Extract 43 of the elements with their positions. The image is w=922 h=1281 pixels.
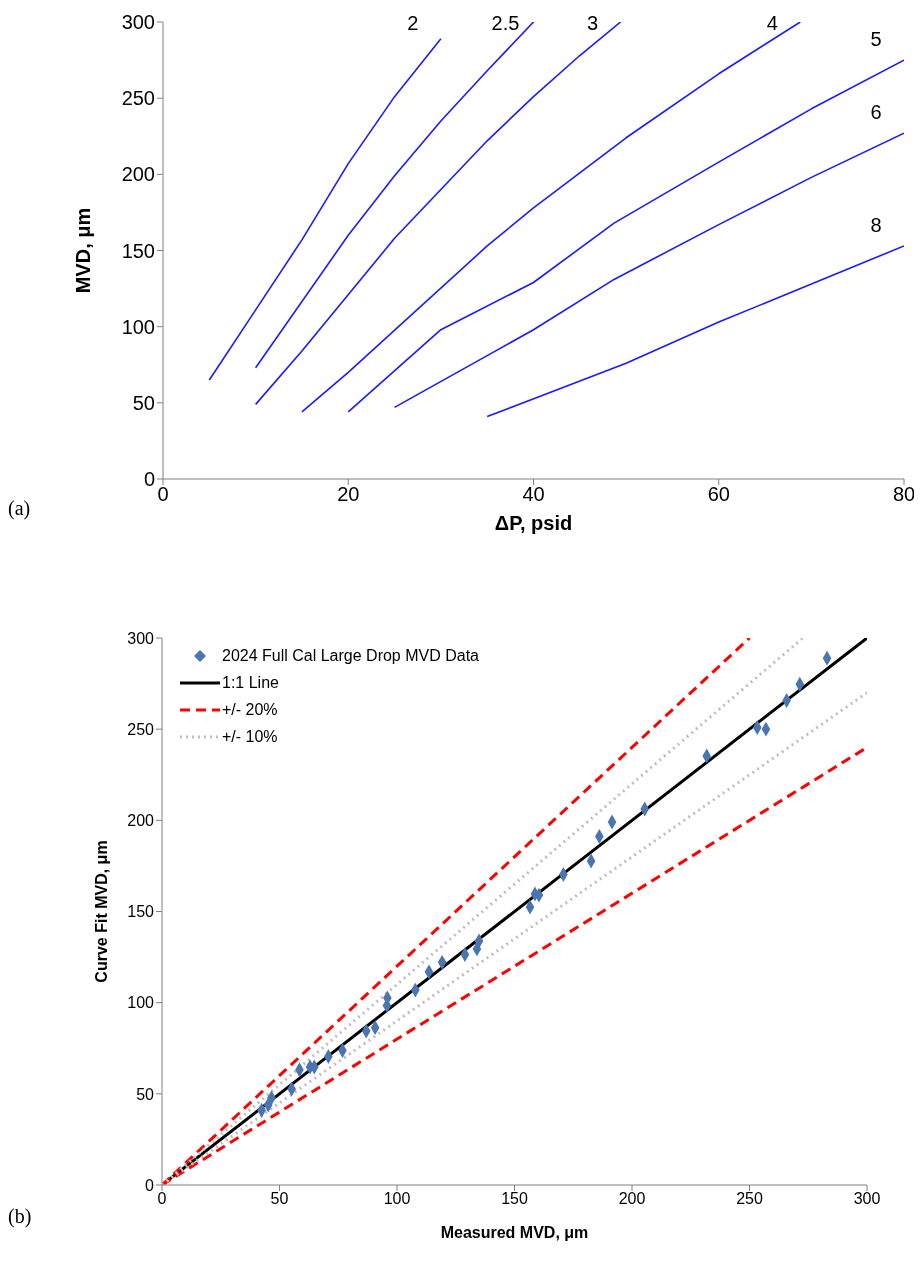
- y-axis-title: MVD, μm: [72, 207, 95, 294]
- x-axis-title: ΔP, psid: [494, 512, 573, 534]
- x-tick-label: 150: [501, 1190, 528, 1208]
- series-label: 2.5: [491, 12, 520, 34]
- y-tick-label: 250: [121, 87, 155, 110]
- x-tick-label: 0: [157, 483, 169, 506]
- x-tick-label: 250: [736, 1190, 763, 1208]
- y-axis-title: Curve Fit MVD, μm: [92, 840, 110, 983]
- series-label: 2: [407, 12, 419, 34]
- x-tick-label: 200: [618, 1190, 646, 1208]
- series-label: 4: [766, 12, 778, 34]
- x-tick-label: 300: [853, 1190, 881, 1208]
- y-tick-label: 150: [127, 903, 155, 921]
- y-tick-label: 0: [145, 1176, 155, 1194]
- x-tick-label: 100: [383, 1190, 411, 1208]
- text: (a): [8, 497, 31, 520]
- legend-label: 2024 Full Cal Large Drop MVD Data: [222, 646, 480, 665]
- series-label: 8: [870, 213, 882, 236]
- y-tick-label: 100: [127, 994, 155, 1012]
- y-tick-label: 100: [121, 315, 155, 338]
- series-label: 5: [870, 28, 882, 51]
- x-tick-label: 0: [157, 1190, 167, 1208]
- y-tick-label: 50: [136, 1085, 155, 1103]
- x-tick-label: 20: [337, 483, 360, 506]
- y-tick-label: 250: [127, 720, 155, 738]
- legend-label: +/- 10%: [222, 727, 278, 746]
- x-axis-title: Measured MVD, μm: [440, 1224, 589, 1241]
- y-tick-label: 300: [121, 11, 155, 34]
- legend-label: 1:1 Line: [222, 673, 279, 692]
- x-tick-label: 40: [522, 483, 545, 506]
- legend-label: +/- 20%: [222, 700, 278, 719]
- x-tick-label: 50: [270, 1190, 289, 1208]
- series-label: 6: [870, 101, 882, 124]
- series-label: 3: [587, 12, 599, 34]
- y-tick-label: 200: [121, 163, 155, 186]
- x-tick-label: 80: [892, 483, 916, 506]
- y-tick-label: 50: [132, 391, 155, 414]
- x-tick-label: 60: [707, 483, 730, 506]
- text: (b): [8, 1205, 32, 1228]
- y-tick-label: 300: [127, 629, 155, 647]
- y-tick-label: 150: [121, 239, 155, 262]
- y-tick-label: 200: [127, 812, 155, 830]
- y-tick-label: 0: [143, 468, 155, 491]
